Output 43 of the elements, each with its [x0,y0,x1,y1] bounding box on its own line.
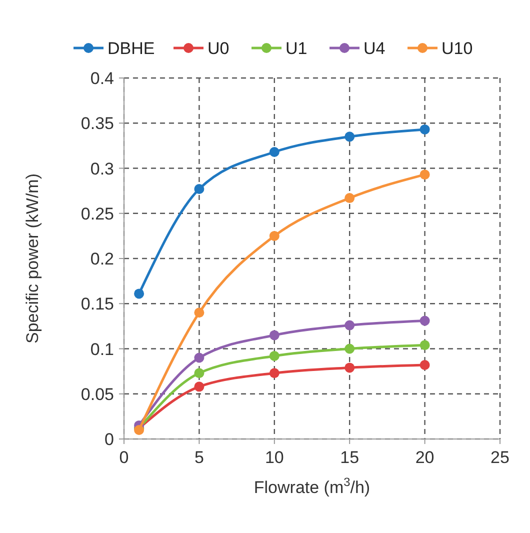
point [344,320,355,330]
point [344,132,355,142]
point [134,288,144,299]
point [269,330,280,340]
point [194,382,204,392]
point [194,308,204,318]
y-tick-label: 0 [104,430,114,449]
point [194,368,204,378]
point [420,124,430,134]
point [269,147,280,158]
y-tick-label: 0.05 [80,384,114,404]
legend-label: DBHE [108,39,155,58]
y-tick-label: 0.15 [80,294,114,314]
y-tick-label: 0.25 [80,204,114,224]
point [420,340,430,350]
point [269,350,280,361]
point [420,170,430,180]
y-tick-label: 0.1 [90,340,114,359]
y-tick-label: 0.35 [80,114,114,134]
y-tick-label: 0.3 [90,159,114,178]
legend-label: U1 [286,39,308,58]
x-tick-label: 20 [415,448,434,467]
x-tick-label: 10 [264,448,284,467]
legend-label: U4 [364,39,386,58]
x-tick-label: 0 [119,448,129,467]
point [420,316,430,326]
legend-label: U0 [208,39,230,58]
point [344,344,355,354]
point [269,368,280,378]
y-tick-label: 0.2 [90,250,114,268]
point [344,193,355,204]
point [269,230,280,241]
legend-label: U10 [442,39,473,58]
point [420,360,430,370]
x-tick-label: 15 [340,448,360,467]
y-axis-title: Specific power (kW/m) [23,173,42,344]
point [344,362,355,373]
point [194,184,204,194]
x-tick-label: 5 [194,448,204,467]
point [194,352,204,363]
y-tick-label: 0.4 [90,69,114,88]
x-tick-label: 25 [490,448,510,467]
x-axis-title: Flowrate (m$^{3}$/h) [254,475,370,497]
